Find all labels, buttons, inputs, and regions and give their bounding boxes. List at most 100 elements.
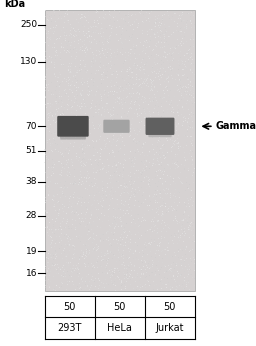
- Point: [142, 256, 146, 261]
- Point: [93, 176, 97, 182]
- Point: [92, 248, 97, 254]
- Point: [142, 199, 146, 205]
- Point: [143, 197, 147, 202]
- Point: [136, 243, 140, 248]
- Point: [84, 122, 88, 128]
- Point: [88, 228, 92, 234]
- Point: [155, 100, 159, 105]
- Point: [106, 126, 111, 131]
- Point: [179, 92, 183, 98]
- Point: [128, 128, 132, 134]
- Point: [53, 181, 57, 186]
- Point: [129, 127, 133, 133]
- Text: 250: 250: [20, 20, 37, 29]
- Point: [60, 23, 65, 29]
- Point: [153, 91, 157, 97]
- Point: [116, 257, 120, 263]
- Point: [66, 43, 70, 48]
- Point: [67, 164, 71, 170]
- Point: [64, 231, 68, 237]
- Point: [90, 93, 94, 99]
- Point: [163, 169, 167, 174]
- Point: [52, 11, 56, 17]
- Point: [135, 134, 139, 140]
- Point: [132, 29, 136, 35]
- Point: [72, 64, 76, 69]
- Point: [66, 157, 70, 162]
- Point: [85, 140, 89, 146]
- Point: [91, 144, 95, 149]
- Point: [83, 173, 87, 178]
- Point: [77, 211, 81, 217]
- Point: [68, 84, 72, 89]
- Point: [178, 233, 183, 238]
- Point: [62, 224, 66, 230]
- Point: [53, 60, 57, 65]
- Point: [67, 102, 71, 108]
- Point: [109, 187, 113, 192]
- Point: [111, 222, 115, 228]
- Point: [126, 195, 131, 201]
- Point: [132, 130, 136, 136]
- Point: [62, 245, 66, 251]
- Point: [57, 213, 61, 218]
- Point: [69, 68, 73, 74]
- Point: [141, 222, 145, 228]
- Point: [115, 245, 120, 251]
- Point: [61, 209, 66, 214]
- Point: [98, 277, 102, 283]
- Point: [86, 169, 90, 174]
- Point: [88, 39, 92, 44]
- Point: [61, 45, 65, 50]
- Point: [92, 80, 96, 85]
- Point: [136, 102, 140, 108]
- Point: [75, 29, 79, 35]
- Point: [189, 9, 193, 15]
- Point: [75, 154, 79, 160]
- Point: [85, 99, 89, 105]
- Point: [112, 214, 116, 219]
- Point: [67, 78, 71, 83]
- Point: [126, 246, 130, 251]
- Point: [158, 266, 162, 272]
- Point: [150, 70, 154, 75]
- Point: [129, 101, 133, 107]
- Point: [154, 149, 158, 155]
- Point: [129, 127, 133, 133]
- Point: [185, 24, 189, 30]
- Point: [159, 55, 163, 60]
- Point: [185, 219, 189, 225]
- Point: [56, 122, 60, 127]
- Point: [98, 88, 102, 94]
- Point: [168, 126, 172, 131]
- Point: [110, 30, 114, 35]
- Point: [190, 181, 194, 187]
- Point: [175, 92, 179, 98]
- Point: [81, 164, 86, 169]
- Point: [122, 78, 126, 83]
- Point: [100, 203, 104, 208]
- Point: [119, 280, 123, 285]
- Point: [145, 86, 149, 92]
- Point: [113, 170, 117, 175]
- Point: [133, 149, 137, 155]
- Point: [118, 270, 122, 275]
- Point: [163, 153, 167, 158]
- Point: [128, 66, 132, 72]
- Point: [112, 50, 116, 55]
- Point: [83, 216, 87, 221]
- Point: [72, 97, 76, 103]
- Point: [91, 247, 95, 253]
- Point: [127, 83, 132, 88]
- Point: [80, 229, 84, 235]
- Point: [190, 229, 194, 235]
- Point: [70, 232, 74, 238]
- Point: [52, 10, 56, 15]
- Point: [76, 77, 80, 83]
- Point: [134, 255, 138, 261]
- Point: [80, 159, 84, 165]
- Point: [90, 39, 94, 45]
- Point: [107, 9, 111, 14]
- Point: [51, 196, 55, 202]
- Point: [170, 156, 174, 162]
